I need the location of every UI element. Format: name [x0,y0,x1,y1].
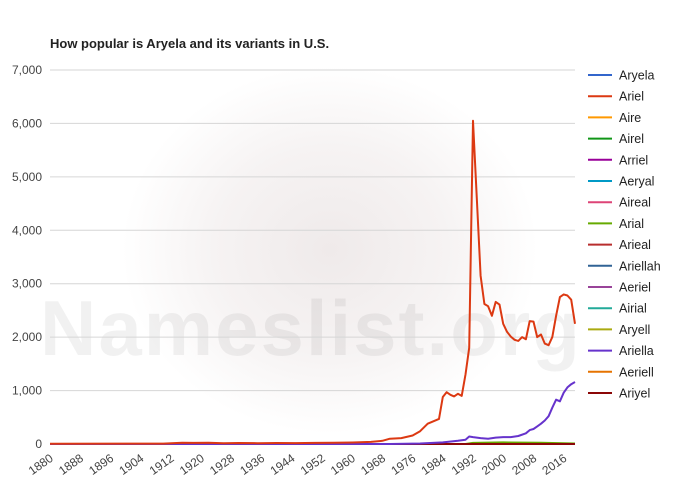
legend-label: Aireal [619,196,651,210]
legend-item-aeriel: Aeriel [588,281,651,295]
x-tick-label: 1984 [419,451,449,478]
x-tick-label: 1936 [237,451,267,478]
watermark: Nameslist.org [40,284,582,372]
y-tick-label: 3,000 [12,277,42,291]
chart-title: How popular is Aryela and its variants i… [50,36,329,51]
legend-label: Aeriell [619,365,654,379]
series-lines [49,119,576,445]
y-tick-label: 1,000 [12,384,42,398]
legend-label: Aeriel [619,281,651,295]
x-tick-label: 1992 [449,451,479,478]
x-tick-label: 1944 [268,451,298,478]
legend-item-aryela: Aryela [588,69,654,83]
x-axis: 1880 1888 1896 1904 1912 1920 1928 1936 1944 1952… [26,451,570,478]
legend-item-arriel: Arriel [588,153,648,167]
x-tick-label: 1880 [26,451,56,478]
legend-item-ariel: Ariel [588,90,644,104]
x-tick-label: 2000 [479,451,509,478]
x-tick-label: 1952 [298,451,328,478]
legend-label: Arieal [619,238,651,252]
x-tick-label: 1904 [116,451,146,478]
x-tick-label: 2008 [509,451,539,478]
legend-item-aeriell: Aeriell [588,365,654,379]
y-tick-label: 0 [35,437,42,451]
x-tick-label: 1976 [388,451,418,478]
legend-label: Ariellah [619,259,661,273]
legend-item-aryell: Aryell [588,323,650,337]
legend-label: Ariyel [619,387,650,401]
y-axis: 0 1,000 2,000 3,000 4,000 5,000 6,000 7,000 [12,63,42,451]
legend-item-arieal: Arieal [588,238,651,252]
legend-item-ariellah: Ariellah [588,259,661,273]
x-tick-label: 1928 [207,451,237,478]
grid [50,69,575,445]
series-line-ariel [49,119,576,445]
x-tick-label: 1920 [177,451,207,478]
legend-label: Arriel [619,153,648,167]
y-tick-label: 7,000 [12,63,42,77]
legend-item-arial: Arial [588,217,644,231]
legend-label: Aryela [619,69,654,83]
x-tick-label: 1896 [86,451,116,478]
legend-item-aeryal: Aeryal [588,175,654,189]
legend-label: Arial [619,217,644,231]
legend-item-airel: Airel [588,132,644,146]
y-tick-label: 2,000 [12,330,42,344]
legend-label: Aeryal [619,175,654,189]
y-tick-label: 6,000 [12,116,42,130]
legend-label: Aire [619,111,641,125]
legend-item-ariella: Ariella [588,344,654,358]
x-tick-label: 1968 [358,451,388,478]
series-line-ariella [50,381,576,445]
legend: Aryela Ariel Aire Airel Arriel Aeryal Aireal Ar… [588,69,661,401]
x-tick-label: 1888 [56,451,86,478]
y-tick-label: 4,000 [12,223,42,237]
legend-item-aireal: Aireal [588,196,651,210]
legend-item-ariyel: Ariyel [588,387,650,401]
legend-label: Ariel [619,90,644,104]
legend-label: Airel [619,132,644,146]
x-tick-label: 2016 [539,451,569,478]
legend-item-aire: Aire [588,111,641,125]
legend-label: Aryell [619,323,650,337]
legend-label: Ariella [619,344,654,358]
legend-item-airial: Airial [588,302,647,316]
y-tick-label: 5,000 [12,170,42,184]
x-tick-label: 1912 [147,451,177,478]
legend-label: Airial [619,302,647,316]
x-tick-label: 1960 [328,451,358,478]
